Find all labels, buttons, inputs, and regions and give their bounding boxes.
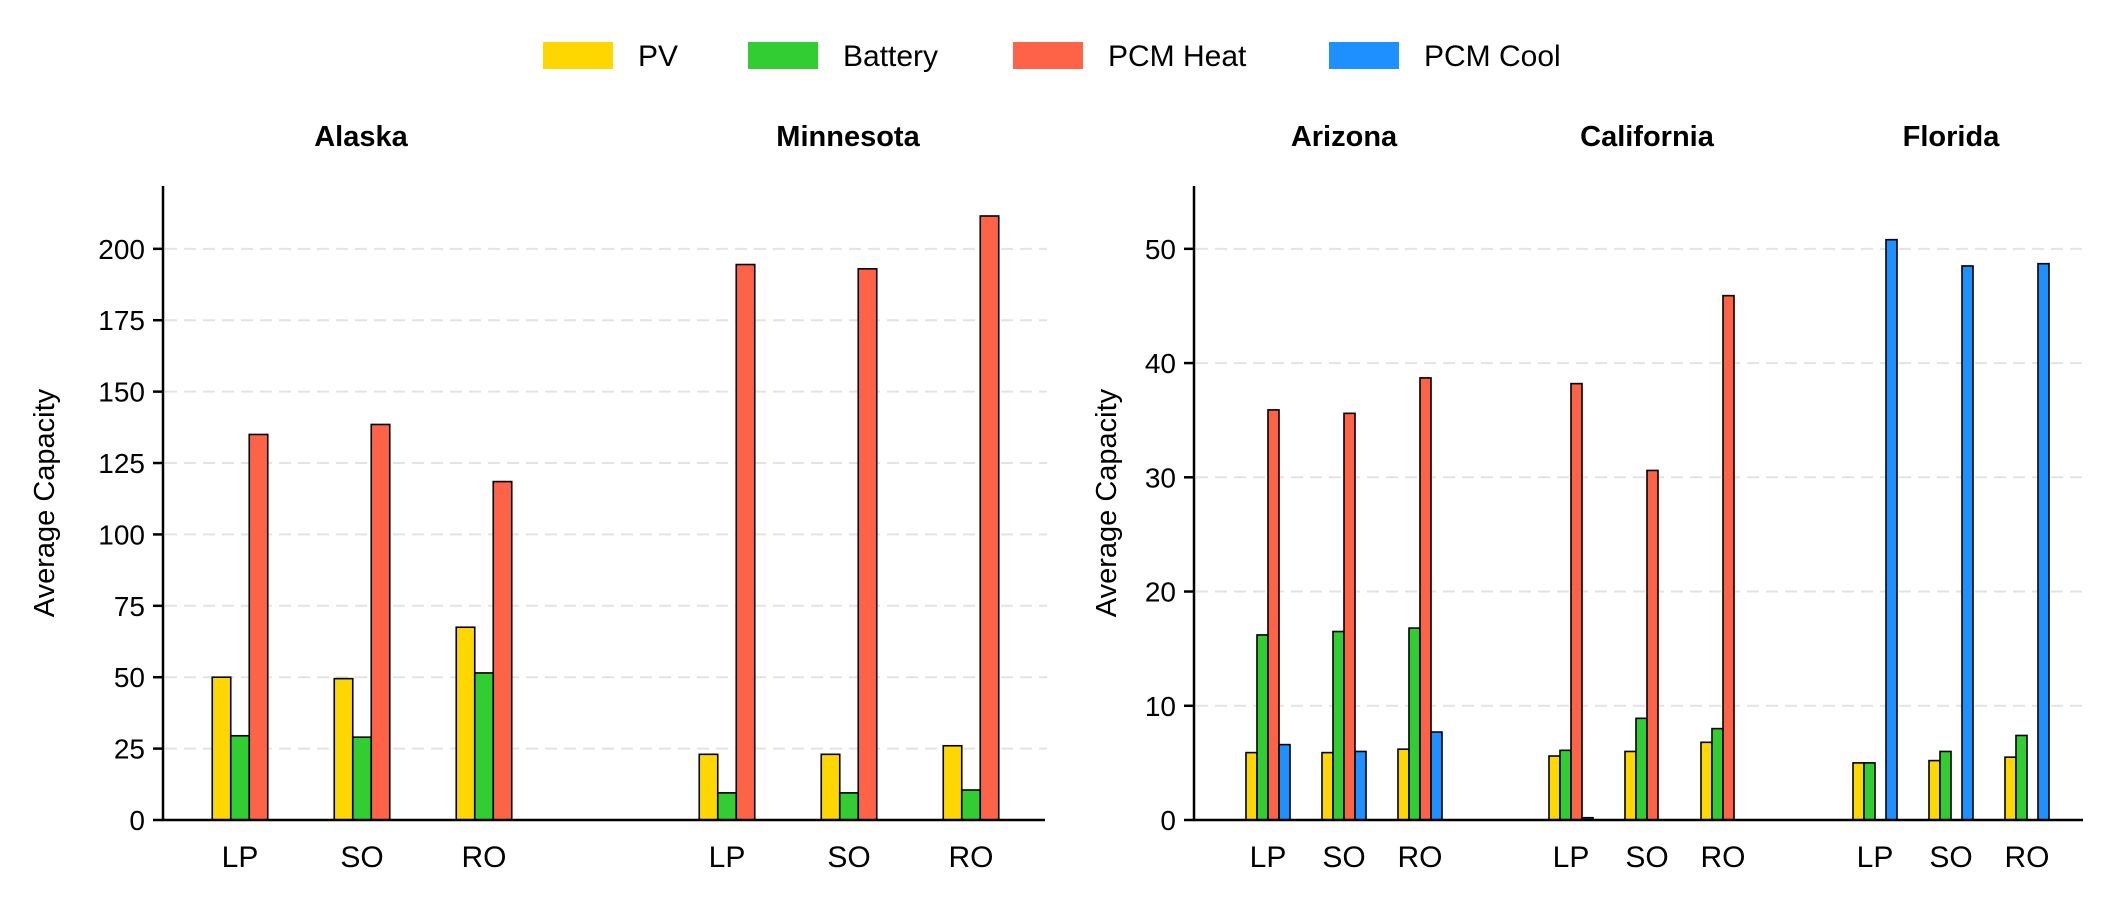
x-tick-label: RO xyxy=(462,841,507,874)
bar-arizona-lp-pv xyxy=(1245,751,1258,821)
legend-swatch-pcm-cool xyxy=(1329,42,1399,69)
bar-alaska-so-pcm-heat xyxy=(370,423,391,821)
bar-california-ro-pv xyxy=(1700,741,1713,821)
x-tick-label: SO xyxy=(1322,841,1365,874)
x-tick-label: SO xyxy=(1929,841,1972,874)
bar-alaska-ro-battery xyxy=(473,672,495,821)
bar-california-lp-pcm-heat xyxy=(1570,382,1583,821)
bar-california-lp-pv xyxy=(1548,755,1561,821)
bar-minnesota-lp-pv xyxy=(698,753,719,821)
legend-label-pv: PV xyxy=(638,40,678,73)
bar-florida-lp-pv xyxy=(1852,762,1865,821)
bar-alaska-so-battery xyxy=(351,736,373,821)
bar-california-ro-battery xyxy=(1711,727,1724,821)
left-chart-panel: LP SO RO Alaska LP SO RO Minnesota 0 25 50 75 100 125… xyxy=(29,121,1047,874)
bar-arizona-so-pcm-heat xyxy=(1343,412,1356,821)
group-title-minnesota: Minnesota xyxy=(776,121,920,153)
bar-arizona-ro-pcm-cool xyxy=(1430,731,1443,821)
y-axis-title: Average Capacity xyxy=(29,388,61,617)
bar-arizona-so-pv xyxy=(1321,751,1334,821)
bar-alaska-lp-pv xyxy=(211,676,232,821)
y-tick-label: 30 xyxy=(1145,462,1176,493)
y-tick-label: 175 xyxy=(98,305,145,336)
bar-arizona-lp-pcm-heat xyxy=(1267,409,1280,821)
right-chart-panel: LP SO RO Arizona LP SO RO California LP SO RO Flori… xyxy=(1091,121,2085,874)
x-tick-label: SO xyxy=(827,841,870,874)
bar-alaska-lp-pcm-heat xyxy=(248,433,269,821)
bar-florida-ro-pcm-cool xyxy=(2037,262,2050,821)
bar-minnesota-so-battery xyxy=(838,792,860,821)
legend-label-battery: Battery xyxy=(843,40,938,73)
x-tick-label: RO xyxy=(949,841,994,874)
y-tick-label: 0 xyxy=(129,805,145,836)
y-tick-label: 10 xyxy=(1145,691,1176,722)
x-tick-label: RO xyxy=(1701,841,1746,874)
y-tick-label: 40 xyxy=(1145,348,1176,379)
bar-florida-lp-pcm-cool xyxy=(1885,238,1898,821)
bar-minnesota-lp-pcm-heat xyxy=(735,263,756,821)
bar-minnesota-so-pv xyxy=(820,753,841,821)
bar-arizona-so-pcm-cool xyxy=(1354,750,1367,821)
x-tick-label: SO xyxy=(1625,841,1668,874)
y-tick-label: 20 xyxy=(1145,577,1176,608)
bar-minnesota-ro-pv xyxy=(942,744,963,821)
bar-florida-ro-battery xyxy=(2015,734,2028,821)
y-tick-label: 100 xyxy=(98,519,145,550)
y-tick-label: 50 xyxy=(114,662,145,693)
bar-florida-so-pcm-cool xyxy=(1961,265,1974,821)
bar-florida-so-pv xyxy=(1928,759,1941,821)
y-tick-label: 150 xyxy=(98,377,145,408)
bar-minnesota-lp-battery xyxy=(716,792,738,821)
bar-florida-lp-battery xyxy=(1863,762,1876,821)
bar-arizona-lp-battery xyxy=(1256,634,1269,821)
bar-arizona-so-battery xyxy=(1332,630,1345,821)
x-tick-label: LP xyxy=(709,841,746,874)
y-tick-label: 125 xyxy=(98,448,145,479)
bar-arizona-lp-pcm-cool xyxy=(1278,743,1291,821)
x-tick-label: LP xyxy=(1857,841,1894,874)
bar-florida-so-battery xyxy=(1939,750,1952,821)
bar-california-lp-battery xyxy=(1559,749,1572,821)
x-tick-label: LP xyxy=(1553,841,1590,874)
legend-label-pcm-heat: PCM Heat xyxy=(1108,40,1247,73)
x-tick-label: LP xyxy=(1250,841,1287,874)
bar-alaska-ro-pv xyxy=(455,626,476,821)
legend-label-pcm-cool: PCM Cool xyxy=(1424,40,1561,73)
bar-california-ro-pcm-heat xyxy=(1722,294,1735,821)
y-tick-label: 0 xyxy=(1160,805,1176,836)
bar-california-so-battery xyxy=(1635,717,1648,821)
bar-california-so-pcm-heat xyxy=(1646,469,1659,821)
bar-alaska-ro-pcm-heat xyxy=(492,480,513,821)
legend-swatch-pcm-heat xyxy=(1013,42,1083,69)
bar-arizona-ro-pcm-heat xyxy=(1419,377,1432,821)
bar-florida-ro-pv xyxy=(2004,756,2017,821)
y-tick-label: 25 xyxy=(114,734,145,765)
bar-alaska-so-pv xyxy=(333,677,354,821)
group-title-florida: Florida xyxy=(1903,121,2001,153)
bar-minnesota-so-pcm-heat xyxy=(857,268,878,821)
y-axis-title: Average Capacity xyxy=(1091,388,1123,617)
bar-arizona-ro-pv xyxy=(1397,748,1410,821)
bar-alaska-lp-battery xyxy=(229,734,251,821)
bar-california-so-pv xyxy=(1624,750,1637,821)
y-tick-label: 50 xyxy=(1145,234,1176,265)
x-tick-label: RO xyxy=(1398,841,1443,874)
legend: PV Battery PCM Heat PCM Cool xyxy=(543,40,1561,73)
bar-minnesota-ro-pcm-heat xyxy=(979,215,1000,821)
x-tick-label: LP xyxy=(222,841,259,874)
group-title-california: California xyxy=(1580,121,1715,153)
group-title-arizona: Arizona xyxy=(1291,121,1398,153)
x-tick-label: RO xyxy=(2005,841,2050,874)
group-title-alaska: Alaska xyxy=(314,121,408,153)
y-tick-label: 75 xyxy=(114,591,145,622)
y-tick-label: 200 xyxy=(98,234,145,265)
bar-arizona-ro-battery xyxy=(1408,627,1421,821)
legend-swatch-battery xyxy=(748,42,818,69)
legend-swatch-pv xyxy=(543,42,613,69)
bar-minnesota-ro-battery xyxy=(960,789,982,821)
x-tick-label: SO xyxy=(340,841,383,874)
